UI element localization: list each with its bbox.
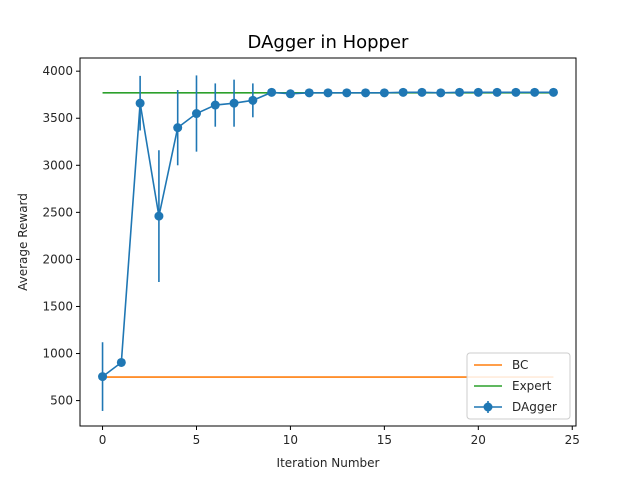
x-tick-label: 0 <box>99 433 107 447</box>
dagger-point <box>436 88 446 98</box>
legend-label-dagger: DAgger <box>512 400 557 414</box>
x-tick-label: 10 <box>283 433 298 447</box>
dagger-point <box>323 88 333 98</box>
y-axis-label: Average Reward <box>16 193 30 291</box>
dagger-point <box>248 95 258 105</box>
x-tick-label: 20 <box>471 433 486 447</box>
x-tick-label: 15 <box>377 433 392 447</box>
dagger-point <box>455 87 465 97</box>
dagger-point <box>530 87 540 97</box>
x-tick-label: 5 <box>193 433 201 447</box>
y-tick-label: 2000 <box>42 252 73 266</box>
dagger-point <box>229 98 239 108</box>
axis-ticks: 0 5 10 15 20 25 500 1000 1500 2000 2500 3000 3500 400… <box>42 64 579 447</box>
y-tick-label: 4000 <box>42 64 73 78</box>
dagger-point <box>285 89 295 99</box>
dagger-point <box>191 109 201 119</box>
axes-frame <box>79 57 577 427</box>
chart-title: DAgger in Hopper <box>248 32 410 53</box>
dagger-point <box>173 123 183 133</box>
dagger-point <box>135 98 145 108</box>
dagger-point <box>511 87 521 97</box>
dagger-point <box>379 88 389 98</box>
dagger-point <box>210 100 220 110</box>
legend-swatch-marker-dagger <box>483 402 493 412</box>
dagger-point <box>398 87 408 97</box>
dagger-point <box>267 87 277 97</box>
legend: BC Expert DAgger <box>466 352 571 420</box>
legend-box <box>466 352 571 420</box>
y-tick-label: 3000 <box>42 158 73 172</box>
x-tick-label: 25 <box>565 433 580 447</box>
dagger-point <box>154 211 164 221</box>
dagger-point <box>361 88 371 98</box>
dagger-point <box>548 87 558 97</box>
y-tick-label: 1500 <box>42 299 73 313</box>
dagger-point <box>473 87 483 97</box>
legend-label-expert: Expert <box>512 379 552 393</box>
x-axis-label: Iteration Number <box>277 456 380 470</box>
dagger-point <box>417 87 427 97</box>
y-tick-label: 2500 <box>42 205 73 219</box>
dagger-point <box>304 88 314 98</box>
dagger-point <box>116 357 126 367</box>
dagger-point <box>492 87 502 97</box>
y-tick-label: 1000 <box>42 347 73 361</box>
y-tick-label: 500 <box>50 394 73 408</box>
dagger-point <box>98 372 108 382</box>
plot-area <box>98 75 558 411</box>
y-tick-label: 3500 <box>42 111 73 125</box>
legend-label-bc: BC <box>512 358 528 372</box>
dagger-point <box>342 88 352 98</box>
